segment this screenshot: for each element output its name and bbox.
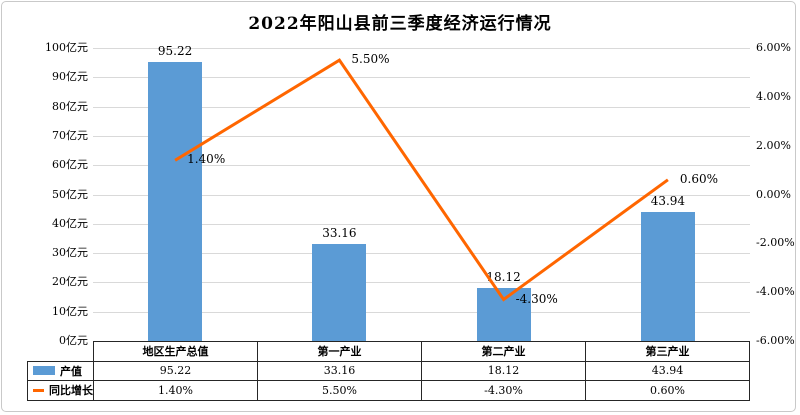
gridline: [93, 106, 750, 108]
gridline: [93, 165, 750, 167]
bar-第一产业: [312, 243, 367, 341]
left-axis-tick-label: 100亿元: [45, 41, 88, 54]
table-category-header: 第一产业: [257, 341, 422, 362]
right-axis-tick-label: 6.00%: [756, 41, 791, 54]
table-category-header: 地区生产总值: [93, 341, 258, 362]
legend-bar-swatch-icon: [33, 366, 55, 376]
legend-series-name: 同比增长: [49, 384, 93, 398]
table-category-header: 第二产业: [421, 341, 586, 362]
gridline: [93, 282, 750, 284]
table-value-cell: 18.12: [421, 360, 586, 381]
left-axis-tick-label: 30亿元: [52, 246, 88, 260]
gridline: [93, 253, 750, 255]
gridline: [93, 223, 750, 225]
legend-cell: 产值: [27, 360, 94, 381]
left-axis-tick-label: 10亿元: [52, 304, 88, 318]
table-value-cell: 5.50%: [257, 380, 422, 401]
left-axis-tick-label: 20亿元: [52, 275, 88, 289]
bar-第三产业: [640, 212, 695, 341]
left-axis-tick-label: 0亿元: [59, 334, 88, 347]
bar-第二产业: [476, 287, 531, 341]
right-axis-tick-label: -2.00%: [756, 236, 795, 250]
table-value-cell: 33.16: [257, 360, 422, 381]
growth-line: [174, 58, 669, 302]
left-axis-tick-label: 90亿元: [52, 70, 88, 84]
table-header-row: 地区生产总值 第一产业 第二产业 第三产业: [28, 341, 750, 362]
legend-cell: 同比增长: [27, 380, 94, 401]
table-value-cell: 1.40%: [93, 380, 258, 401]
data-table: 地区生产总值 第一产业 第二产业 第三产业产值 95.22 33.16 18.12 43.94…: [27, 341, 750, 401]
table-category-header: 第三产业: [585, 341, 750, 362]
right-axis-tick-label: -4.00%: [756, 285, 795, 299]
left-axis-tick-label: 60亿元: [52, 158, 88, 172]
right-axis-tick-label: -6.00%: [756, 334, 795, 347]
line-point-label: 0.60%: [679, 171, 719, 186]
left-axis-tick-label: 70亿元: [52, 128, 88, 142]
legend-series-name: 产值: [60, 364, 82, 378]
left-axis-tick-label: 80亿元: [52, 99, 88, 113]
gridline: [93, 77, 750, 79]
gridline: [93, 311, 750, 313]
table-value-cell: 95.22: [93, 360, 258, 381]
bar-value-label: 95.22: [157, 44, 193, 58]
right-axis-tick-label: 2.00%: [756, 138, 791, 152]
bar-value-label: 18.12: [486, 269, 521, 284]
left-axis-tick-label: 50亿元: [52, 187, 88, 201]
bar-地区生产总值: [148, 62, 203, 341]
bar-value-label: 43.94: [650, 194, 686, 209]
gridline: [93, 194, 750, 196]
right-axis-tick-label: 4.00%: [756, 89, 791, 103]
line-point-label: 1.40%: [187, 152, 226, 167]
bar-value-label: 33.16: [322, 225, 357, 240]
growth-line-series: [174, 58, 669, 302]
table-value-cell: 43.94: [585, 360, 750, 381]
table-value-cell: -4.30%: [421, 380, 586, 401]
table-series-row: 同比增长 1.40% 5.50% -4.30% 0.60%: [27, 380, 750, 401]
gridline: [93, 135, 750, 137]
left-axis-tick-label: 40亿元: [52, 216, 88, 230]
line-point-label: -4.30%: [515, 291, 558, 306]
legend-entry: 同比增长: [29, 382, 93, 398]
table-value-cell: 0.60%: [585, 380, 750, 401]
chart-title: 2022年阳山县前三季度经济运行情况: [248, 14, 552, 34]
legend-entry: 产值: [29, 363, 93, 379]
table-series-row: 产值 95.22 33.16 18.12 43.94: [27, 360, 750, 381]
legend-line-swatch-icon: [33, 388, 44, 392]
line-point-label: 5.50%: [351, 52, 390, 67]
gridline: [93, 48, 750, 49]
right-axis-tick-label: 0.00%: [756, 187, 791, 201]
